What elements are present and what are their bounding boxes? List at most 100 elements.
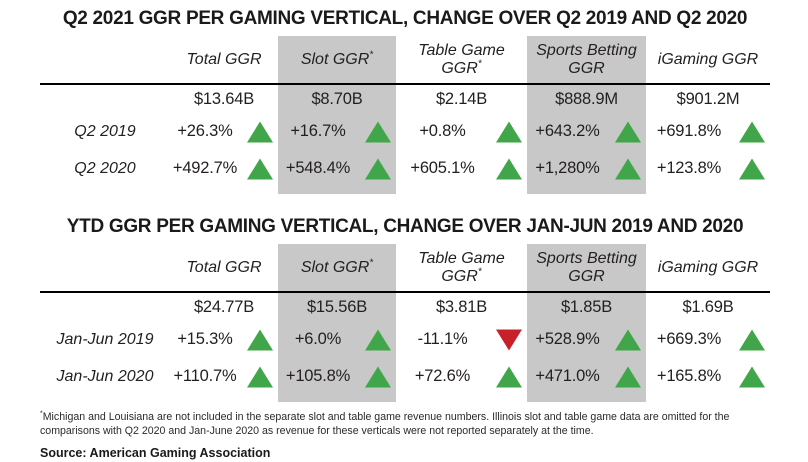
change-value: +605.1% bbox=[410, 159, 475, 177]
value-cell-total: $24.77B bbox=[193, 297, 255, 316]
row-label: Jan-Jun 2020 bbox=[56, 367, 154, 385]
trend-up-icon bbox=[496, 158, 522, 179]
change-cell: +16.7% bbox=[278, 113, 396, 150]
column-label: Sports Betting GGR bbox=[536, 41, 637, 77]
change-cell: +15.3% bbox=[170, 321, 278, 358]
change-value: +691.8% bbox=[656, 122, 722, 140]
ytd-table-title: YTD GGR PER GAMING VERTICAL, CHANGE OVER… bbox=[66, 216, 744, 237]
change-value: +165.8% bbox=[656, 367, 722, 385]
trend-up-icon bbox=[739, 121, 765, 142]
column-label: Total GGR bbox=[186, 258, 262, 276]
value-cell-sports-betting: $888.9M bbox=[527, 85, 646, 113]
header-spacer bbox=[40, 244, 170, 291]
change-cell: +123.8% bbox=[646, 150, 770, 187]
ggr-infographic: Q2 2021 GGR PER GAMING VERTICAL, CHANGE … bbox=[0, 8, 808, 462]
column-header-slot-ggr: Slot GGR* bbox=[278, 244, 396, 291]
column-label: iGaming GGR bbox=[657, 50, 759, 68]
change-cell: +643.2% bbox=[527, 113, 646, 150]
q2-values-row: $13.64B $8.70B $2.14B $888.9M $901.2M bbox=[40, 85, 770, 113]
trend-up-icon bbox=[365, 158, 391, 179]
band-tail bbox=[527, 395, 646, 402]
change-value: +16.7% bbox=[290, 122, 346, 140]
column-label: Slot GGR bbox=[300, 258, 370, 276]
footnote-marker: * bbox=[40, 410, 43, 418]
column-header-sports-betting-ggr: Sports Betting GGR bbox=[527, 36, 646, 83]
q2-ggr-table: Total GGR Slot GGR* Table Game GGR* Spor… bbox=[40, 36, 770, 194]
row-label: Q2 2020 bbox=[74, 159, 136, 177]
change-cell: +105.8% bbox=[278, 358, 396, 395]
change-value: +471.0% bbox=[535, 367, 600, 385]
change-cell: +471.0% bbox=[527, 358, 646, 395]
value-cell-slot: $8.70B bbox=[278, 85, 396, 113]
column-header-slot-ggr: Slot GGR* bbox=[278, 36, 396, 83]
footnote-marker: * bbox=[477, 266, 482, 278]
header-spacer bbox=[40, 36, 170, 83]
trend-down-icon bbox=[496, 329, 522, 350]
change-value: +6.0% bbox=[294, 330, 342, 348]
q2-table-title: Q2 2021 GGR PER GAMING VERTICAL, CHANGE … bbox=[62, 8, 748, 29]
q2-header-row: Total GGR Slot GGR* Table Game GGR* Spor… bbox=[40, 36, 770, 85]
trend-up-icon bbox=[365, 329, 391, 350]
ytd-values-row: $24.77B $15.56B $3.81B $1.85B $1.69B bbox=[40, 293, 770, 321]
trend-up-icon bbox=[496, 121, 522, 142]
change-cell: +605.1% bbox=[396, 150, 527, 187]
trend-up-icon bbox=[739, 329, 765, 350]
band-tail bbox=[278, 187, 396, 194]
column-label: Slot GGR bbox=[300, 50, 370, 68]
trend-up-icon bbox=[615, 121, 641, 142]
trend-up-icon bbox=[247, 329, 273, 350]
band-tail bbox=[527, 187, 646, 194]
ytd-ggr-table: Total GGR Slot GGR* Table Game GGR* Spor… bbox=[40, 244, 770, 402]
trend-up-icon bbox=[247, 366, 273, 387]
band-tail bbox=[278, 395, 396, 402]
change-value: -11.1% bbox=[417, 330, 468, 348]
change-value: +0.8% bbox=[419, 122, 466, 140]
change-cell: +669.3% bbox=[646, 321, 770, 358]
q2-2019-change-row: Q2 2019 +26.3% +16.7% +0.8% +643.2% +691… bbox=[40, 113, 770, 150]
footnote-marker: * bbox=[369, 49, 374, 61]
change-cell: +26.3% bbox=[170, 113, 278, 150]
column-label: iGaming GGR bbox=[657, 258, 759, 276]
jan-jun-2020-change-row: Jan-Jun 2020 +110.7% +105.8% +72.6% +471… bbox=[40, 358, 770, 395]
column-label: Table Game GGR bbox=[418, 249, 505, 285]
trend-up-icon bbox=[739, 366, 765, 387]
trend-up-icon bbox=[247, 121, 273, 142]
jan-jun-2019-change-row: Jan-Jun 2019 +15.3% +6.0% -11.1% +528.9%… bbox=[40, 321, 770, 358]
footnote: *Michigan and Louisiana are not included… bbox=[40, 410, 782, 439]
trend-up-icon bbox=[365, 366, 391, 387]
change-cell: +492.7% bbox=[170, 150, 278, 187]
trend-up-icon bbox=[365, 121, 391, 142]
footnote-marker: * bbox=[477, 58, 482, 70]
column-label: Total GGR bbox=[186, 50, 262, 68]
ytd-table-section: YTD GGR PER GAMING VERTICAL, CHANGE OVER… bbox=[40, 216, 770, 402]
column-header-total-ggr: Total GGR bbox=[170, 36, 278, 83]
change-value: +72.6% bbox=[414, 367, 471, 385]
column-header-total-ggr: Total GGR bbox=[170, 244, 278, 291]
source-attribution: Source: American Gaming Association bbox=[40, 445, 271, 460]
change-cell: -11.1% bbox=[396, 321, 527, 358]
value-cell-sports-betting: $1.85B bbox=[527, 293, 646, 321]
change-value: +15.3% bbox=[177, 330, 233, 348]
value-cell-table-game: $3.81B bbox=[435, 297, 488, 316]
change-value: +1,280% bbox=[535, 159, 600, 177]
column-label: Sports Betting GGR bbox=[536, 249, 637, 285]
value-cell-igaming: $1.69B bbox=[682, 297, 734, 316]
value-cell-table-game: $2.14B bbox=[435, 89, 488, 108]
change-cell: +548.4% bbox=[278, 150, 396, 187]
band-tail-row bbox=[40, 395, 770, 402]
change-value: +643.2% bbox=[535, 122, 600, 140]
change-value: +26.3% bbox=[177, 122, 233, 140]
column-header-table-game-ggr: Table Game GGR* bbox=[396, 244, 527, 291]
column-header-igaming-ggr: iGaming GGR bbox=[646, 244, 770, 291]
change-value: +123.8% bbox=[656, 159, 722, 177]
footnote-marker: * bbox=[369, 257, 374, 269]
change-cell: +110.7% bbox=[170, 358, 278, 395]
column-header-table-game-ggr: Table Game GGR* bbox=[396, 36, 527, 83]
q2-table-section: Q2 2021 GGR PER GAMING VERTICAL, CHANGE … bbox=[40, 8, 770, 194]
ytd-header-row: Total GGR Slot GGR* Table Game GGR* Spor… bbox=[40, 244, 770, 293]
trend-up-icon bbox=[615, 329, 641, 350]
change-value: +528.9% bbox=[535, 330, 600, 348]
footnote-text: Michigan and Louisiana are not included … bbox=[40, 411, 730, 438]
change-cell: +165.8% bbox=[646, 358, 770, 395]
column-label: Table Game GGR bbox=[418, 41, 505, 77]
